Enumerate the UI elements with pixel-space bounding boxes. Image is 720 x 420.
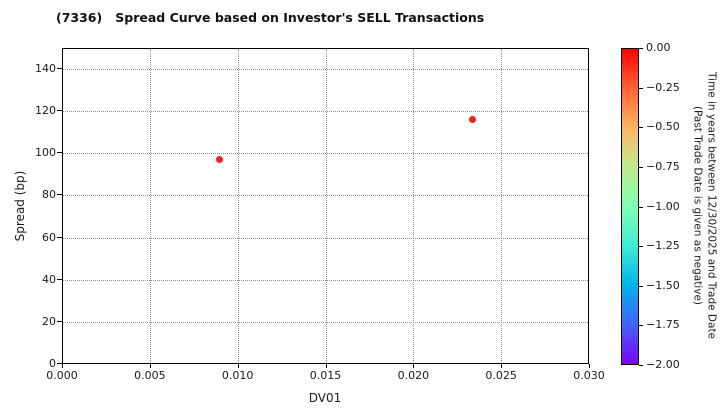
y-tick-label: 40: [42, 272, 56, 286]
x-tick-label: 0.010: [221, 369, 254, 382]
colorbar-tick-mark: [639, 285, 643, 287]
colorbar-tick-mark: [639, 246, 643, 248]
y-tick-label: 140: [35, 62, 56, 76]
colorbar-tick-mark: [639, 206, 643, 208]
y-tick-mark: [57, 278, 62, 280]
colorbar-tick-mark: [639, 365, 643, 366]
x-tick-label: 0.000: [46, 369, 78, 382]
colorbar-tick-mark: [639, 87, 643, 89]
x-tick-label: 0.020: [397, 369, 430, 382]
colorbar-label-line1: Time in years between 12/30/2025 and Tra…: [705, 71, 718, 340]
data-point: [216, 155, 224, 163]
colorbar-label: Time in years between 12/30/2025 and Tra…: [691, 26, 718, 386]
y-tick-mark: [57, 320, 62, 322]
y-tick-mark: [57, 110, 62, 112]
y-tick-label: 120: [35, 104, 56, 118]
colorbar-tick-mark: [639, 166, 643, 168]
x-tick-label: 0.005: [134, 369, 166, 382]
chart-title: (7336) Spread Curve based on Investor's …: [56, 10, 485, 25]
x-tick-mark: [62, 364, 63, 368]
x-tick-mark: [237, 364, 239, 368]
colorbar-tick-label: −1.00: [646, 199, 680, 213]
colorbar-tick-label: 0.00: [646, 41, 671, 54]
x-tick-label: 0.015: [309, 369, 342, 382]
colorbar-tick-label: −0.50: [646, 120, 680, 134]
colorbar-tick-label: −1.75: [646, 318, 680, 332]
colorbar-tick-label: −1.50: [646, 278, 680, 292]
y-tick-mark: [57, 152, 62, 154]
y-tick-mark: [57, 363, 62, 364]
colorbar-tick-mark: [639, 325, 643, 327]
x-tick-mark: [589, 364, 590, 368]
colorbar-tick-label: −1.25: [646, 239, 680, 253]
y-tick-mark: [57, 236, 62, 238]
x-axis-label: DV01: [308, 391, 342, 405]
x-tick-mark: [501, 364, 503, 368]
x-tick-label: 0.025: [485, 369, 517, 382]
colorbar-tick-mark: [639, 48, 643, 49]
y-tick-label: 100: [35, 146, 56, 160]
x-gridline: [413, 49, 415, 363]
colorbar-label-line2: (Past Trade Date is given as negative): [692, 105, 704, 306]
colorbar-tick-label: −0.75: [646, 159, 680, 173]
colorbar-tick-label: −0.25: [646, 80, 680, 94]
x-tick-mark: [149, 364, 151, 368]
x-gridline: [501, 49, 503, 363]
y-tick-label: 0: [49, 357, 56, 370]
y-tick-label: 60: [42, 230, 56, 244]
y-tick-mark: [57, 194, 62, 196]
colorbar-tick-mark: [639, 127, 643, 129]
colorbar-gradient: [621, 48, 639, 365]
y-tick-mark: [57, 68, 62, 70]
x-gridline: [325, 49, 327, 363]
x-tick-label: 0.030: [573, 369, 605, 382]
data-point: [469, 115, 477, 123]
y-tick-label: 20: [42, 314, 56, 328]
x-gridline: [149, 49, 151, 363]
y-tick-label: 80: [42, 188, 56, 202]
colorbar-tick-label: −2.00: [646, 358, 680, 371]
x-gridline: [237, 49, 239, 363]
x-tick-mark: [413, 364, 415, 368]
x-tick-mark: [325, 364, 327, 368]
plot-area: [62, 48, 589, 364]
